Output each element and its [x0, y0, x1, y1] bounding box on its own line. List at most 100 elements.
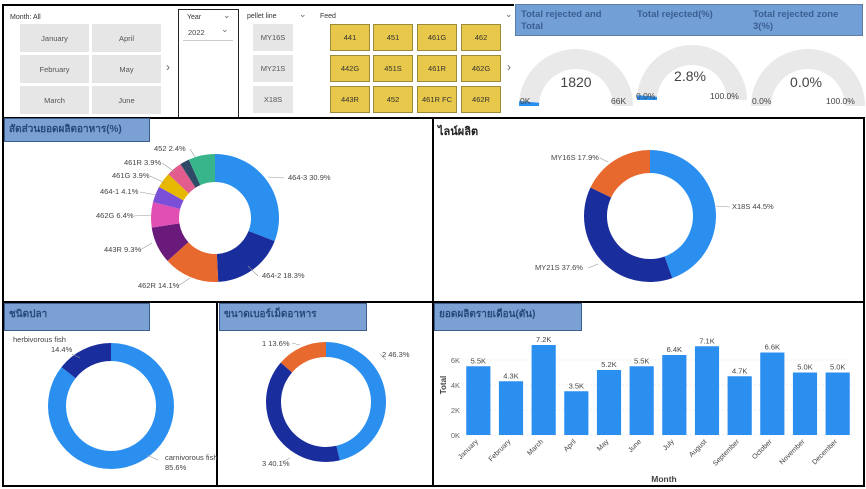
pellet-line-chevron-icon[interactable]: ⌄	[299, 9, 307, 19]
feed-share-label: 461R 3.9%	[124, 158, 161, 167]
leader-line	[715, 205, 731, 208]
x-tick-label: August	[688, 438, 708, 458]
production-line-label: X18S 44.5%	[732, 202, 774, 211]
leader-line	[146, 454, 159, 461]
fish-type-label: herbivorous fish	[13, 335, 66, 344]
x-tick-label: September	[712, 438, 742, 468]
gauge-track	[751, 49, 865, 106]
leader-line	[149, 175, 166, 184]
feed-452-button[interactable]: 452	[373, 86, 413, 113]
bar-data-label: 5.2K	[601, 360, 616, 369]
feed-share-slice[interactable]	[151, 223, 189, 261]
bar-july[interactable]	[662, 355, 687, 435]
bar-april[interactable]	[564, 391, 589, 435]
feed-441-button[interactable]: 441	[330, 24, 370, 51]
bar-november[interactable]	[792, 372, 818, 436]
pellet-my16s-button[interactable]: MY16S	[253, 24, 293, 51]
leader-line	[247, 265, 259, 277]
kpi-title-rejected-zone3: Total rejected zone 3(%)	[753, 9, 839, 32]
leader-line	[587, 263, 599, 269]
fish-type-label: 85.6%	[165, 463, 187, 472]
production-line-slice[interactable]	[584, 187, 673, 283]
feed-share-slice[interactable]	[180, 159, 201, 188]
leader-line	[139, 191, 158, 196]
pellet-size-slice[interactable]	[280, 342, 326, 373]
year-slicer-label: Year	[187, 14, 202, 21]
bar-may[interactable]	[596, 370, 622, 435]
kpi-min-total-rejected-pct: 0.0%	[636, 91, 656, 101]
feed-461g-button[interactable]: 461G	[417, 24, 457, 51]
feed-share-slice[interactable]	[216, 231, 275, 282]
bar-october[interactable]	[760, 352, 785, 436]
bar-data-label: 5.0K	[797, 363, 812, 372]
bar-march[interactable]	[531, 345, 556, 435]
bar-data-label: 6.4K	[667, 345, 682, 354]
year-dropdown-icon: ⌄	[221, 24, 229, 34]
month-scroll-right-icon[interactable]: ›	[166, 60, 170, 74]
month-april-button[interactable]: April	[92, 24, 161, 52]
feed-scroll-right-icon[interactable]: ›	[507, 60, 511, 74]
leader-line	[139, 242, 153, 251]
feed-451-button[interactable]: 451	[373, 24, 413, 51]
x-tick-label: June	[627, 438, 643, 454]
feed-share-slice[interactable]	[151, 202, 181, 228]
pellet-size-label: 2 46.3%	[382, 350, 410, 359]
production-line-slice[interactable]	[650, 150, 716, 279]
bar-february[interactable]	[498, 381, 524, 435]
feed-461r-button[interactable]: 461R	[417, 55, 457, 82]
production-line-slice[interactable]	[590, 150, 650, 198]
bar-january[interactable]	[466, 366, 491, 435]
feed-share-slice[interactable]	[188, 154, 215, 186]
gauge-track	[637, 45, 747, 100]
pellet-x18s-button[interactable]: X18S	[253, 86, 293, 113]
feed-442g-button[interactable]: 442G	[330, 55, 370, 82]
leader-line	[189, 148, 196, 158]
bar-data-label: 7.2K	[536, 335, 551, 344]
month-june-button[interactable]: June	[92, 86, 161, 114]
feed-451s-button[interactable]: 451S	[373, 55, 413, 82]
x-tick-label: October	[751, 438, 774, 461]
feed-chevron-icon[interactable]: ⌄	[505, 9, 513, 19]
feed-share-slice[interactable]	[167, 242, 219, 282]
feed-share-slice[interactable]	[215, 154, 280, 242]
bar-august[interactable]	[694, 346, 720, 435]
kpi-min-total-rejected: 0K	[520, 96, 531, 106]
fish-type-label: carnivorous fish	[165, 453, 218, 462]
kpi-value-total-rejected-pct: 2.8%	[674, 68, 706, 84]
x-tick-label: March	[526, 438, 545, 457]
gauge-fill	[519, 100, 540, 106]
month-february-button[interactable]: February	[20, 55, 89, 83]
gauge-track	[519, 49, 633, 106]
year-dropdown[interactable]: 2022 ⌄	[183, 24, 233, 41]
bar-data-label: 6.6K	[765, 343, 780, 352]
feed-462r-button[interactable]: 462R	[461, 86, 501, 113]
gauge-fill	[637, 95, 658, 100]
pellet-line-slicer-label: pellet line	[247, 13, 277, 20]
pellet-my21s-button[interactable]: MY21S	[253, 55, 293, 82]
feed-462-button[interactable]: 462	[461, 24, 501, 51]
month-may-button[interactable]: May	[92, 55, 161, 83]
kpi-title-total-rejected-pct: Total rejected(%)	[637, 9, 713, 20]
y-tick-label: 4K	[451, 381, 460, 390]
pellet-size-slice[interactable]	[265, 362, 340, 463]
feed-461r-fc-button[interactable]: 461R FC	[417, 86, 457, 113]
pellet-size-label: 1 13.6%	[262, 339, 290, 348]
year-chevron-icon[interactable]: ⌄	[223, 10, 231, 20]
feed-share-slice[interactable]	[159, 174, 189, 201]
pellet-size-slice[interactable]	[326, 342, 387, 461]
month-january-button[interactable]: January	[20, 24, 89, 52]
leader-line	[379, 353, 387, 361]
bar-june[interactable]	[629, 366, 654, 435]
bar-data-label: 3.5K	[569, 381, 584, 390]
production-line-title: ไลน์ผลิต	[438, 126, 479, 138]
fish-type-slice[interactable]	[61, 343, 111, 379]
kpi-max-rejected-zone3: 100.0%	[826, 96, 855, 106]
bar-september[interactable]	[727, 376, 752, 435]
feed-443r-button[interactable]: 443R	[330, 86, 370, 113]
bar-december[interactable]	[825, 372, 850, 436]
feed-share-slice[interactable]	[168, 164, 196, 194]
feed-462g-button[interactable]: 462G	[461, 55, 501, 82]
month-march-button[interactable]: March	[20, 86, 89, 114]
feed-share-slice[interactable]	[153, 186, 184, 210]
